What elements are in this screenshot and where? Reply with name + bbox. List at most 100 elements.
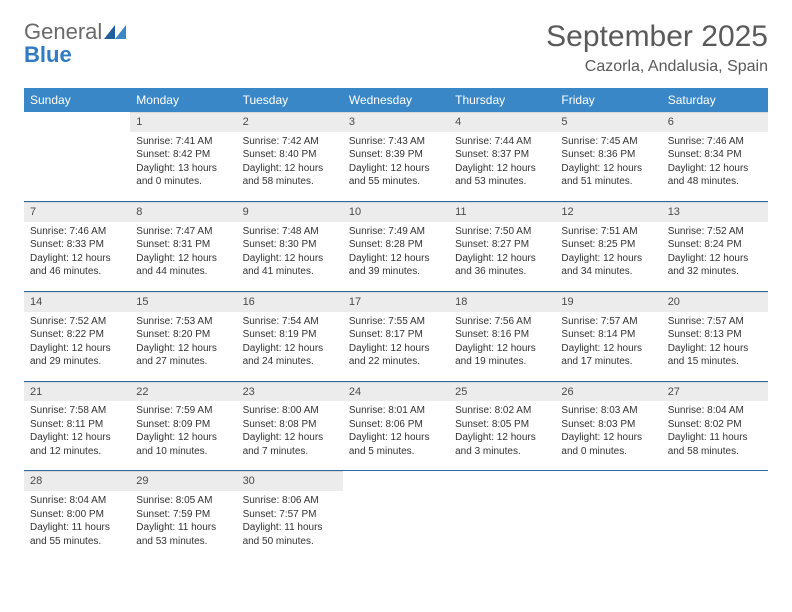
- sunrise-text: Sunrise: 8:04 AM: [668, 404, 762, 418]
- page-header: General Blue September 2025 Cazorla, And…: [24, 20, 768, 76]
- sunrise-text: Sunrise: 7:52 AM: [30, 315, 124, 329]
- sunrise-text: Sunrise: 8:06 AM: [243, 494, 337, 508]
- day-number: 2: [237, 112, 343, 132]
- logo-mark-icon: [104, 20, 126, 43]
- day-number: 8: [130, 202, 236, 222]
- day-number: 13: [662, 202, 768, 222]
- sunrise-text: Sunrise: 7:49 AM: [349, 225, 443, 239]
- sunset-text: Sunset: 8:20 PM: [136, 328, 230, 342]
- sunset-text: Sunset: 7:57 PM: [243, 508, 337, 522]
- sunrise-text: Sunrise: 7:57 AM: [561, 315, 655, 329]
- sunset-text: Sunset: 8:16 PM: [455, 328, 549, 342]
- calendar-cell: 17Sunrise: 7:55 AMSunset: 8:17 PMDayligh…: [343, 291, 449, 381]
- calendar-cell: 9Sunrise: 7:48 AMSunset: 8:30 PMDaylight…: [237, 201, 343, 291]
- calendar-cell: 24Sunrise: 8:01 AMSunset: 8:06 PMDayligh…: [343, 381, 449, 471]
- day-body: Sunrise: 7:46 AMSunset: 8:33 PMDaylight:…: [24, 222, 130, 291]
- daylight-text: Daylight: 12 hours and 15 minutes.: [668, 342, 762, 369]
- daylight-text: Daylight: 12 hours and 55 minutes.: [349, 162, 443, 189]
- sunrise-text: Sunrise: 7:58 AM: [30, 404, 124, 418]
- calendar-cell: 28Sunrise: 8:04 AMSunset: 8:00 PMDayligh…: [24, 471, 130, 560]
- day-number: 18: [449, 292, 555, 312]
- sunrise-text: Sunrise: 7:59 AM: [136, 404, 230, 418]
- day-number: 7: [24, 202, 130, 222]
- sunset-text: Sunset: 8:31 PM: [136, 238, 230, 252]
- daylight-text: Daylight: 11 hours and 53 minutes.: [136, 521, 230, 548]
- calendar-cell: 8Sunrise: 7:47 AMSunset: 8:31 PMDaylight…: [130, 201, 236, 291]
- calendar-cell: ..: [555, 471, 661, 560]
- calendar-cell: 4Sunrise: 7:44 AMSunset: 8:37 PMDaylight…: [449, 112, 555, 201]
- col-tuesday: Tuesday: [237, 88, 343, 112]
- calendar-cell: 14Sunrise: 7:52 AMSunset: 8:22 PMDayligh…: [24, 291, 130, 381]
- calendar-table: Sunday Monday Tuesday Wednesday Thursday…: [24, 88, 768, 560]
- day-body: Sunrise: 7:42 AMSunset: 8:40 PMDaylight:…: [237, 132, 343, 201]
- day-number: 1: [130, 112, 236, 132]
- sunset-text: Sunset: 8:17 PM: [349, 328, 443, 342]
- daylight-text: Daylight: 12 hours and 22 minutes.: [349, 342, 443, 369]
- sunrise-text: Sunrise: 8:05 AM: [136, 494, 230, 508]
- calendar-cell: 5Sunrise: 7:45 AMSunset: 8:36 PMDaylight…: [555, 112, 661, 201]
- day-body: Sunrise: 7:53 AMSunset: 8:20 PMDaylight:…: [130, 312, 236, 381]
- sunrise-text: Sunrise: 8:02 AM: [455, 404, 549, 418]
- day-body: Sunrise: 7:48 AMSunset: 8:30 PMDaylight:…: [237, 222, 343, 291]
- sunrise-text: Sunrise: 7:53 AM: [136, 315, 230, 329]
- day-number: 5: [555, 112, 661, 132]
- title-block: September 2025 Cazorla, Andalusia, Spain: [546, 20, 768, 76]
- calendar-cell: 11Sunrise: 7:50 AMSunset: 8:27 PMDayligh…: [449, 201, 555, 291]
- calendar-cell: 25 Sunrise: 8:02 AMSunset: 8:05 PMDayligh…: [449, 381, 555, 471]
- col-thursday: Thursday: [449, 88, 555, 112]
- col-sunday: Sunday: [24, 88, 130, 112]
- daylight-text: Daylight: 12 hours and 39 minutes.: [349, 252, 443, 279]
- day-body: Sunrise: 7:45 AMSunset: 8:36 PMDaylight:…: [555, 132, 661, 201]
- calendar-cell: ..: [24, 112, 130, 201]
- calendar-cell: 1Sunrise: 7:41 AMSunset: 8:42 PMDaylight…: [130, 112, 236, 201]
- calendar-cell: 18Sunrise: 7:56 AMSunset: 8:16 PMDayligh…: [449, 291, 555, 381]
- sunset-text: Sunset: 8:19 PM: [243, 328, 337, 342]
- calendar-cell: 13Sunrise: 7:52 AMSunset: 8:24 PMDayligh…: [662, 201, 768, 291]
- col-saturday: Saturday: [662, 88, 768, 112]
- calendar-head: Sunday Monday Tuesday Wednesday Thursday…: [24, 88, 768, 112]
- day-body: Sunrise: 7:49 AMSunset: 8:28 PMDaylight:…: [343, 222, 449, 291]
- day-number: 23: [237, 382, 343, 402]
- sunset-text: Sunset: 8:30 PM: [243, 238, 337, 252]
- calendar-cell: 22Sunrise: 7:59 AMSunset: 8:09 PMDayligh…: [130, 381, 236, 471]
- sunset-text: Sunset: 8:40 PM: [243, 148, 337, 162]
- sunset-text: Sunset: 8:06 PM: [349, 418, 443, 432]
- daylight-text: Daylight: 12 hours and 19 minutes.: [455, 342, 549, 369]
- day-number: 25: [449, 382, 555, 402]
- daylight-text: Daylight: 12 hours and 3 minutes.: [455, 431, 549, 458]
- day-number: 29: [130, 471, 236, 491]
- day-number: 14: [24, 292, 130, 312]
- calendar-cell: 20Sunrise: 7:57 AMSunset: 8:13 PMDayligh…: [662, 291, 768, 381]
- daylight-text: Daylight: 12 hours and 32 minutes.: [668, 252, 762, 279]
- day-body: Sunrise: 7:52 AMSunset: 8:22 PMDaylight:…: [24, 312, 130, 381]
- sunrise-text: Sunrise: 7:41 AM: [136, 135, 230, 149]
- logo: General Blue: [24, 20, 126, 66]
- calendar-cell: 30Sunrise: 8:06 AMSunset: 7:57 PMDayligh…: [237, 471, 343, 560]
- day-body: Sunrise: 7:50 AMSunset: 8:27 PMDaylight:…: [449, 222, 555, 291]
- calendar-row: 28Sunrise: 8:04 AMSunset: 8:00 PMDayligh…: [24, 471, 768, 560]
- logo-word-blue: Blue: [24, 42, 72, 67]
- daylight-text: Daylight: 13 hours and 0 minutes.: [136, 162, 230, 189]
- day-number: 6: [662, 112, 768, 132]
- col-friday: Friday: [555, 88, 661, 112]
- sunset-text: Sunset: 8:27 PM: [455, 238, 549, 252]
- calendar-cell: 12Sunrise: 7:51 AMSunset: 8:25 PMDayligh…: [555, 201, 661, 291]
- calendar-row: 21Sunrise: 7:58 AMSunset: 8:11 PMDayligh…: [24, 381, 768, 471]
- sunrise-text: Sunrise: 7:43 AM: [349, 135, 443, 149]
- sunrise-text: Sunrise: 7:46 AM: [30, 225, 124, 239]
- day-body: Sunrise: 7:54 AMSunset: 8:19 PMDaylight:…: [237, 312, 343, 381]
- sunrise-text: Sunrise: 8:00 AM: [243, 404, 337, 418]
- daylight-text: Daylight: 12 hours and 10 minutes.: [136, 431, 230, 458]
- col-wednesday: Wednesday: [343, 88, 449, 112]
- daylight-text: Daylight: 12 hours and 27 minutes.: [136, 342, 230, 369]
- calendar-cell: 2Sunrise: 7:42 AMSunset: 8:40 PMDaylight…: [237, 112, 343, 201]
- sunset-text: Sunset: 8:05 PM: [455, 418, 549, 432]
- sunset-text: Sunset: 8:14 PM: [561, 328, 655, 342]
- sunrise-text: Sunrise: 8:01 AM: [349, 404, 443, 418]
- sunrise-text: Sunrise: 8:04 AM: [30, 494, 124, 508]
- day-body: Sunrise: 7:44 AMSunset: 8:37 PMDaylight:…: [449, 132, 555, 201]
- day-body: Sunrise: 7:46 AMSunset: 8:34 PMDaylight:…: [662, 132, 768, 201]
- sunset-text: Sunset: 8:09 PM: [136, 418, 230, 432]
- sunrise-text: Sunrise: 7:44 AM: [455, 135, 549, 149]
- daylight-text: Daylight: 11 hours and 50 minutes.: [243, 521, 337, 548]
